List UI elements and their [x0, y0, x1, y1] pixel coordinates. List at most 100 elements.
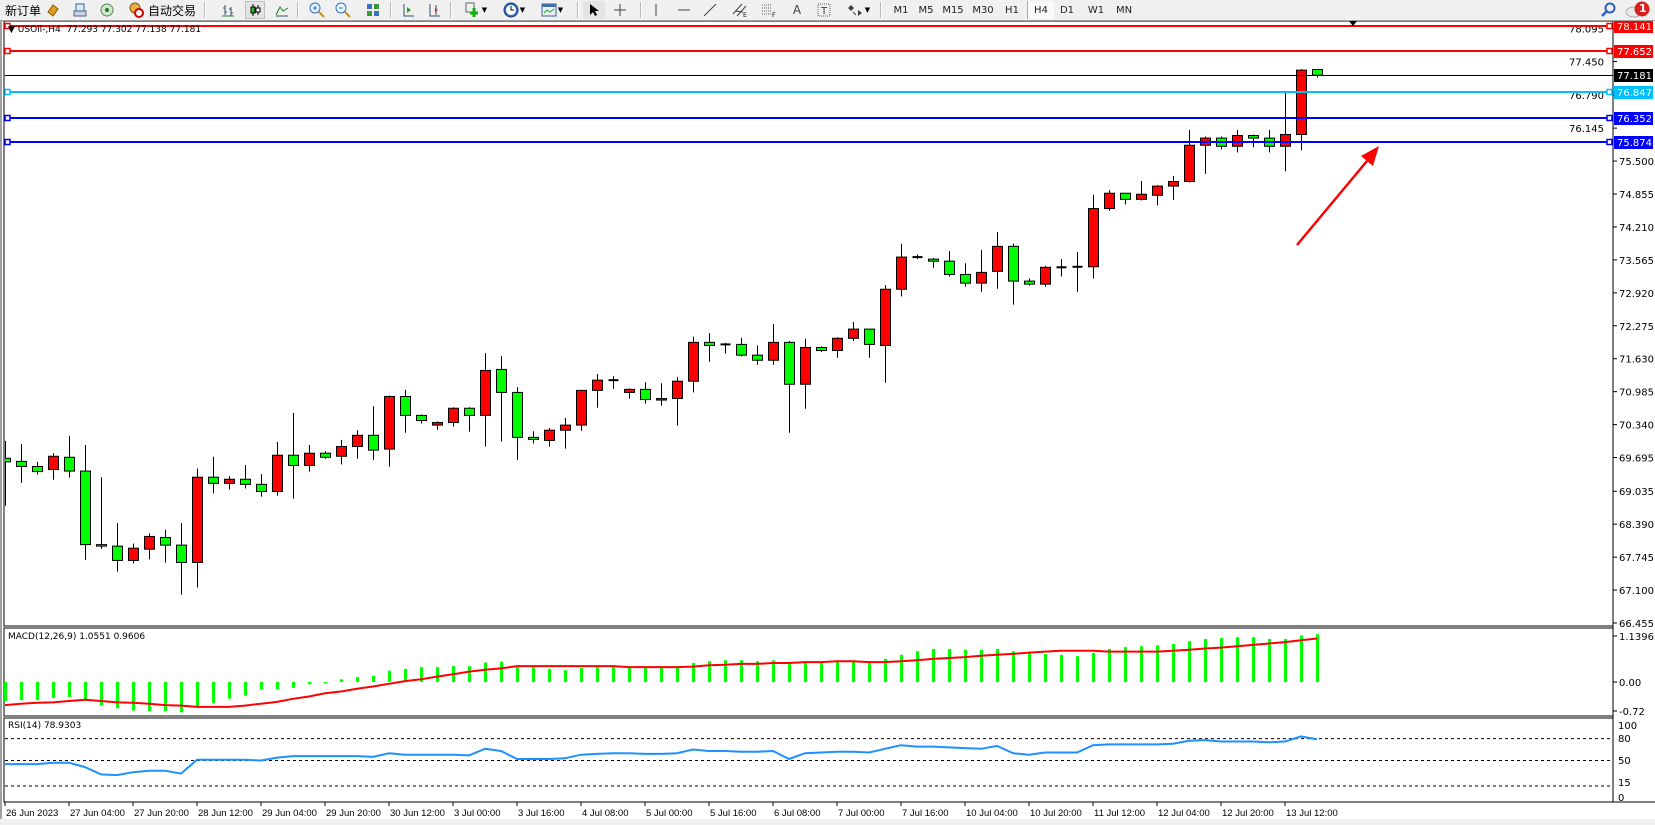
candle-body-bull — [48, 455, 59, 471]
macd-histogram-bar — [868, 662, 871, 682]
auto-scroll-icon[interactable] — [399, 1, 417, 19]
candle-body-bull — [448, 407, 459, 424]
macd-histogram-bar — [788, 662, 791, 682]
candle — [1040, 265, 1051, 287]
rsi-axis-label: 80 — [1618, 734, 1631, 745]
candle-body-bull — [656, 398, 667, 401]
bar-chart-icon[interactable] — [219, 1, 237, 19]
terminal-icon[interactable] — [71, 1, 89, 19]
macd-histogram-bar — [724, 660, 727, 682]
macd-axis-label: 0.00 — [1619, 678, 1641, 689]
candle — [1008, 243, 1019, 305]
price-tick-label: 69.035 — [1619, 487, 1654, 498]
templates-button[interactable]: ▼ — [536, 1, 568, 19]
collapse-triangle-icon[interactable]: ▼ — [8, 25, 18, 35]
timeframe-m5[interactable]: M5 — [918, 4, 934, 16]
trendline-icon[interactable] — [701, 1, 719, 19]
chart-shift-icon[interactable] — [425, 1, 443, 19]
auto-trading-button[interactable]: 自动交易 — [146, 1, 198, 19]
candle — [112, 523, 123, 572]
macd-histogram-bar — [548, 668, 551, 682]
zoom-out-icon[interactable] — [334, 1, 352, 19]
timeframe-m1[interactable]: M1 — [893, 4, 909, 16]
rsi-axis-label: 50 — [1618, 756, 1631, 767]
candle — [896, 243, 907, 297]
timeframe-m30[interactable]: M30 — [972, 4, 994, 16]
candle — [1152, 185, 1163, 206]
candle — [368, 406, 379, 460]
periods-icon — [503, 2, 519, 18]
search-icon[interactable] — [1599, 1, 1617, 19]
candlestick-chart-icon[interactable] — [245, 1, 265, 19]
candle-body-bull — [1168, 180, 1179, 187]
timeframe-d1[interactable]: D1 — [1059, 4, 1075, 16]
candle — [144, 533, 155, 560]
auto-trading-icon[interactable] — [126, 1, 146, 19]
periods-button[interactable]: ▼ — [498, 1, 530, 19]
candle-body-bull — [304, 452, 315, 466]
line-chart-icon[interactable] — [273, 1, 291, 19]
crosshair-icon[interactable] — [611, 1, 629, 19]
fibonacci-icon[interactable]: F — [760, 1, 778, 19]
candle-body-bull — [1136, 193, 1147, 200]
candle — [320, 451, 331, 459]
candle-body-bull — [432, 422, 443, 426]
macd-histogram-bar — [292, 682, 295, 688]
candle — [336, 439, 347, 465]
symbol-label: USOil-,H4 — [17, 25, 61, 35]
chevron-down-icon: ▼ — [519, 6, 526, 14]
timeframe-m15[interactable]: M15 — [942, 4, 964, 16]
zoom-in-icon[interactable] — [308, 1, 326, 19]
macd-signal-line — [4, 637, 1318, 708]
equidistant-channel-icon[interactable]: E — [731, 1, 749, 19]
candle — [912, 254, 923, 260]
candle — [560, 417, 571, 449]
timeframe-w1[interactable]: W1 — [1087, 4, 1105, 16]
candle-body-bear — [160, 536, 171, 546]
time-tick-label: 10 Jul 20:00 — [1030, 808, 1082, 819]
arrows-button[interactable]: ▼ — [843, 1, 875, 19]
line-anchor-left — [4, 114, 11, 122]
timeframe-h1[interactable]: H1 — [1005, 4, 1019, 16]
chart-info: ▼ USOil-,H4 77.293 77.302 77.138 77.181 — [8, 25, 201, 35]
signals-icon[interactable] — [98, 1, 116, 19]
timeframe-h4[interactable]: H4 — [1027, 1, 1054, 19]
rsi-axis-label: 15 — [1618, 778, 1631, 789]
candle — [128, 543, 139, 564]
candle-body-bear — [32, 465, 43, 473]
price-label-box — [1614, 45, 1653, 58]
candle-body-bear — [464, 407, 475, 416]
notifications-button[interactable]: 1 — [1624, 1, 1652, 19]
candle-body-bear — [736, 343, 747, 356]
new-order-button[interactable]: 新订单 — [0, 1, 46, 19]
vertical-line-icon[interactable] — [647, 1, 665, 19]
price-tick-label: 78.095 — [1569, 25, 1604, 36]
macd-histogram-bar — [484, 662, 487, 682]
tile-windows-icon[interactable] — [364, 1, 382, 19]
candle-body-bear — [5, 457, 11, 463]
candle — [608, 376, 619, 389]
toolbar-separator — [640, 2, 642, 18]
text-icon[interactable]: A — [792, 3, 802, 17]
indicators-button[interactable]: ▼ — [460, 1, 492, 19]
candle-body-bear — [368, 434, 379, 451]
text-label-icon[interactable]: T — [815, 1, 833, 19]
macd-histogram-bar — [916, 651, 919, 682]
cursor-icon[interactable] — [583, 1, 605, 19]
candle — [96, 477, 107, 549]
time-tick-label: 3 Jul 16:00 — [518, 808, 564, 819]
candle-body-bear — [64, 456, 75, 472]
candle-body-bear — [1120, 192, 1131, 200]
time-tick-label: 30 Jun 12:00 — [390, 808, 445, 819]
timeframe-mn[interactable]: MN — [1115, 4, 1133, 16]
price-label-box — [1614, 86, 1653, 99]
macd-histogram-bar — [68, 682, 71, 697]
metaeditor-icon[interactable] — [44, 1, 62, 19]
horizontal-line-icon[interactable] — [675, 1, 693, 19]
macd-histogram-bar — [1044, 653, 1047, 682]
macd-histogram-bar — [964, 649, 967, 682]
macd-histogram-bar — [1252, 637, 1255, 682]
main-pane-frame — [3, 20, 1614, 627]
macd-histogram-bar — [660, 667, 663, 682]
